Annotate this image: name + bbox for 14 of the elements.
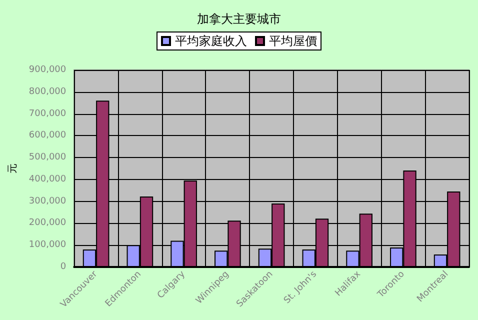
- y-tick-label: 0: [60, 262, 66, 272]
- y-tick-label: 300,000: [28, 196, 66, 206]
- y-axis-title: 元: [8, 164, 18, 174]
- y-tick-label: 600,000: [28, 130, 66, 141]
- y-tick-label: 200,000: [28, 218, 66, 228]
- y-tick-label: 500,000: [28, 152, 66, 163]
- y-tick-label: 800,000: [28, 86, 66, 97]
- y-tick-label: 400,000: [28, 174, 66, 184]
- chart-title: 加拿大主要城市: [197, 12, 281, 26]
- legend-label: 平均屋價: [269, 34, 317, 48]
- y-tick-label: 900,000: [28, 65, 66, 75]
- y-tick-label: 100,000: [28, 240, 66, 250]
- legend-label: 平均家庭收入: [175, 34, 247, 48]
- y-tick-label: 700,000: [28, 108, 66, 119]
